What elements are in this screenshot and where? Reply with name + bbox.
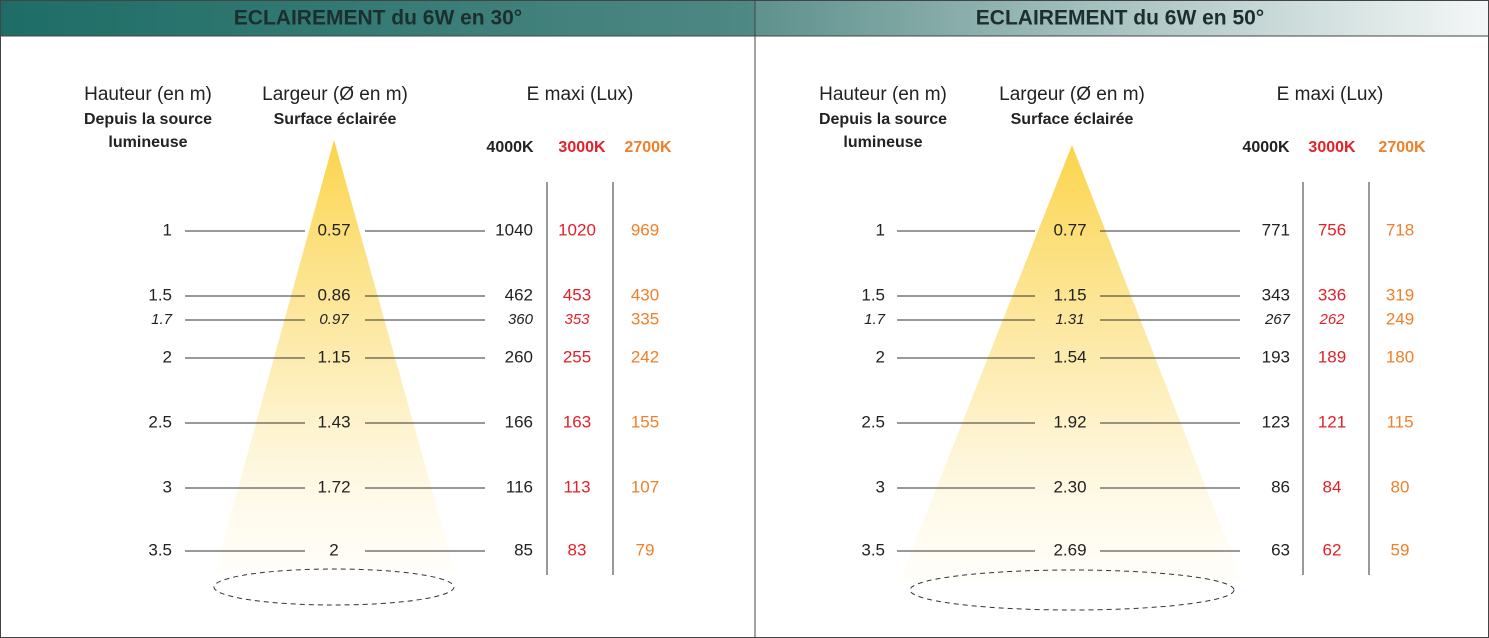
column-subheader: lumineuse xyxy=(843,134,922,151)
width-value: 1.72 xyxy=(317,477,350,496)
column-subheader: Surface éclairée xyxy=(274,111,397,128)
lux-value: 121 xyxy=(1318,412,1346,431)
lux-value: 80 xyxy=(1391,477,1410,496)
lux-value: 756 xyxy=(1318,220,1346,239)
lux-value: 189 xyxy=(1318,347,1346,366)
width-value: 2.30 xyxy=(1053,477,1086,496)
panel-title: ECLAIREMENT du 6W en 30° xyxy=(234,7,522,30)
lux-value: 116 xyxy=(506,477,533,496)
width-value: 1.15 xyxy=(1053,285,1086,304)
column-subheader: Depuis la source xyxy=(819,111,947,128)
column-header: E maxi (Lux) xyxy=(527,84,634,105)
lux-value: 336 xyxy=(1318,285,1346,304)
lit-surface xyxy=(214,569,454,605)
width-value: 2 xyxy=(329,540,338,559)
temperature-label: 2700K xyxy=(1378,139,1426,156)
lux-value: 430 xyxy=(631,285,659,304)
lux-value: 343 xyxy=(1262,285,1290,304)
lux-value: 79 xyxy=(636,540,655,559)
height-value: 1.7 xyxy=(151,311,173,328)
width-value: 0.77 xyxy=(1053,220,1086,239)
column-header: Hauteur (en m) xyxy=(84,84,212,105)
lux-value: 85 xyxy=(514,540,533,559)
width-value: 2.69 xyxy=(1053,540,1086,559)
height-value: 2 xyxy=(876,347,885,366)
height-value: 1 xyxy=(876,220,885,239)
lux-value: 123 xyxy=(1262,412,1290,431)
lux-value: 262 xyxy=(1318,311,1345,328)
panel-title: ECLAIREMENT du 6W en 50° xyxy=(976,7,1264,30)
height-value: 1.5 xyxy=(148,285,172,304)
width-value: 0.57 xyxy=(317,220,350,239)
height-value: 2 xyxy=(163,347,172,366)
height-value: 3 xyxy=(876,477,885,496)
width-value: 1.31 xyxy=(1055,311,1084,328)
lux-value: 360 xyxy=(508,311,534,328)
height-value: 2.5 xyxy=(148,412,172,431)
height-value: 3.5 xyxy=(861,540,885,559)
temperature-label: 4000K xyxy=(1242,139,1290,156)
height-value: 1.7 xyxy=(864,311,886,328)
lux-value: 83 xyxy=(568,540,587,559)
column-subheader: Surface éclairée xyxy=(1011,111,1134,128)
lux-value: 62 xyxy=(1323,540,1342,559)
column-header: Largeur (Ø en m) xyxy=(262,84,408,105)
lux-value: 453 xyxy=(563,285,591,304)
lux-value: 180 xyxy=(1386,347,1414,366)
width-value: 0.86 xyxy=(317,285,350,304)
height-value: 1.5 xyxy=(861,285,885,304)
column-header: E maxi (Lux) xyxy=(1277,84,1384,105)
temperature-label: 3000K xyxy=(558,139,606,156)
lux-value: 155 xyxy=(631,412,659,431)
lux-value: 59 xyxy=(1391,540,1410,559)
lux-value: 353 xyxy=(564,311,590,328)
height-value: 2.5 xyxy=(861,412,885,431)
illumination-sheet: ECLAIREMENT du 6W en 30° Hauteur (en m) De… xyxy=(0,0,1489,638)
column-header: Hauteur (en m) xyxy=(819,84,947,105)
width-value: 1.54 xyxy=(1053,347,1086,366)
lux-value: 267 xyxy=(1264,311,1291,328)
lux-value: 84 xyxy=(1323,477,1342,496)
temperature-label: 3000K xyxy=(1308,139,1356,156)
lux-value: 113 xyxy=(563,477,590,496)
lux-value: 163 xyxy=(563,412,591,431)
lux-value: 319 xyxy=(1386,285,1414,304)
width-value: 1.43 xyxy=(317,412,350,431)
lux-value: 1020 xyxy=(558,220,596,239)
lux-value: 462 xyxy=(505,285,533,304)
lux-value: 771 xyxy=(1262,220,1290,239)
height-value: 3.5 xyxy=(148,540,172,559)
lux-value: 1040 xyxy=(495,220,533,239)
temperature-label: 2700K xyxy=(624,139,672,156)
lux-value: 249 xyxy=(1386,309,1414,328)
column-subheader: Depuis la source xyxy=(84,111,212,128)
column-header: Largeur (Ø en m) xyxy=(999,84,1145,105)
lux-value: 86 xyxy=(1271,477,1290,496)
width-value: 1.15 xyxy=(317,347,350,366)
lux-value: 63 xyxy=(1271,540,1290,559)
width-value: 0.97 xyxy=(319,311,349,328)
lux-value: 718 xyxy=(1386,220,1414,239)
lux-value: 255 xyxy=(563,347,591,366)
lux-value: 242 xyxy=(631,347,659,366)
temperature-label: 4000K xyxy=(486,139,534,156)
height-value: 3 xyxy=(163,477,172,496)
height-value: 1 xyxy=(163,220,172,239)
lux-value: 260 xyxy=(505,347,533,366)
width-value: 1.92 xyxy=(1053,412,1086,431)
lux-value: 335 xyxy=(631,309,659,328)
column-subheader: lumineuse xyxy=(108,134,187,151)
lux-value: 969 xyxy=(631,220,659,239)
lux-value: 107 xyxy=(631,477,659,496)
lux-value: 193 xyxy=(1262,347,1290,366)
lux-value: 166 xyxy=(505,412,533,431)
lux-value: 115 xyxy=(1386,412,1413,431)
